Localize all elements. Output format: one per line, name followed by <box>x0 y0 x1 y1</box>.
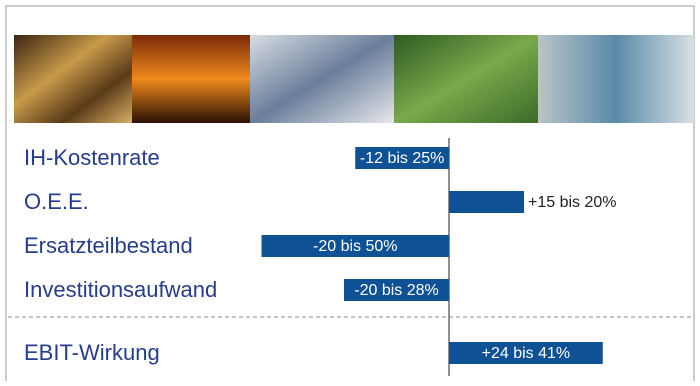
value-label: +24 bis 41% <box>482 345 571 362</box>
frame <box>5 5 695 386</box>
bar <box>449 342 603 364</box>
bar <box>355 147 449 169</box>
bar <box>344 279 449 301</box>
category-label: IH-Kostenrate <box>24 145 160 170</box>
value-label: -20 bis 28% <box>354 282 439 299</box>
category-label: Investitionsaufwand <box>24 277 217 302</box>
bar <box>261 235 449 257</box>
category-label: Ersatzteilbestand <box>24 233 193 258</box>
value-label: -12 bis 25% <box>360 150 445 167</box>
category-label: O.E.E. <box>24 189 89 214</box>
value-label: +15 bis 20% <box>528 194 617 211</box>
value-label: -20 bis 50% <box>313 238 398 255</box>
banner <box>14 35 694 123</box>
category-label: EBIT-Wirkung <box>24 340 160 365</box>
bar <box>449 191 524 213</box>
